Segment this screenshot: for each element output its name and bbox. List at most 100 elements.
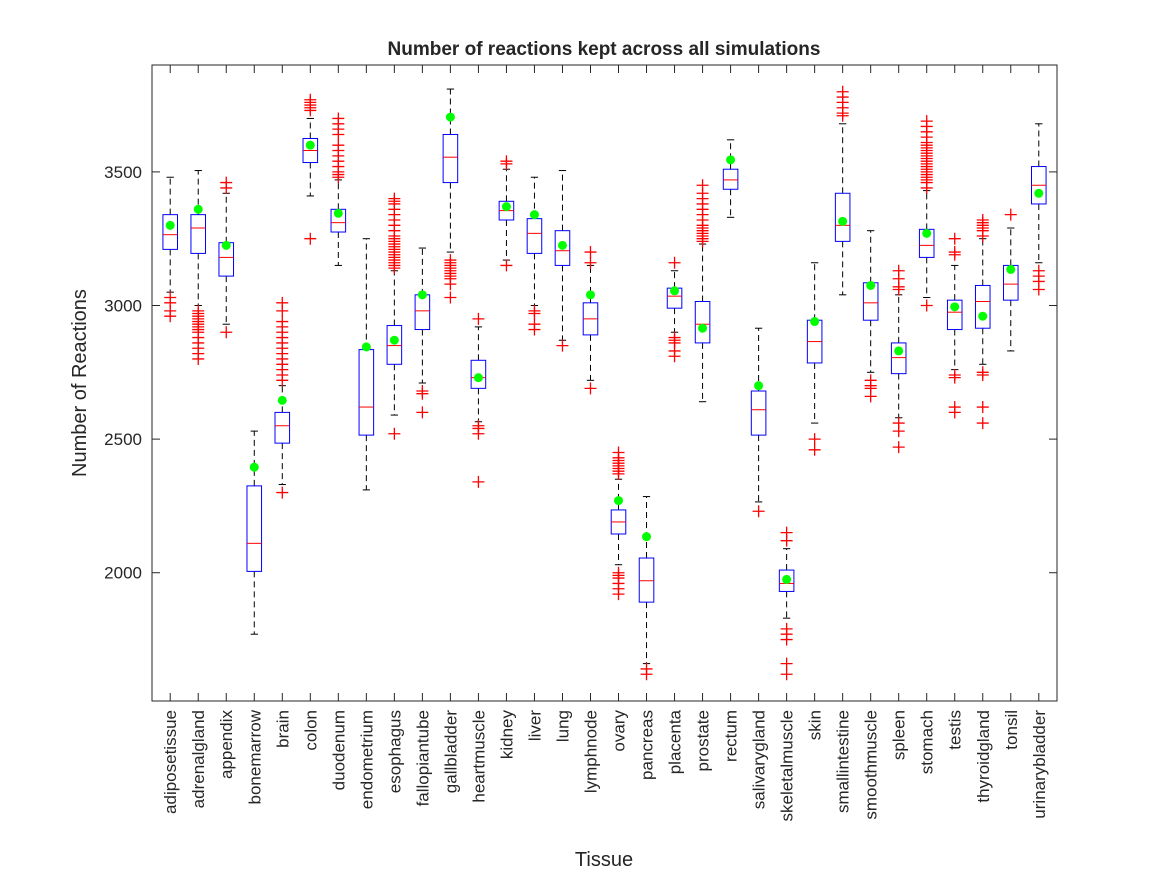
highlight-point <box>698 323 708 333</box>
outlier-marker <box>1032 283 1045 296</box>
x-category-label: placenta <box>666 709 685 774</box>
outlier-marker <box>976 368 989 381</box>
box <box>274 411 291 444</box>
x-category-label: adiposetissue <box>161 710 180 814</box>
outlier-marker <box>948 371 961 384</box>
box-group-thyroidgland <box>974 213 991 430</box>
outlier-marker <box>920 181 933 194</box>
box <box>834 192 851 242</box>
outlier-marker <box>528 323 541 336</box>
x-category-label: salivarygland <box>750 710 769 809</box>
outlier-marker <box>220 326 233 339</box>
outlier-marker <box>192 352 205 365</box>
x-category-label: ovary <box>610 710 629 752</box>
box <box>190 214 207 254</box>
outlier-marker <box>304 104 317 117</box>
highlight-point <box>585 290 595 300</box>
box-group-bonemarrow <box>246 430 263 635</box>
box-group-esophagus <box>386 192 403 440</box>
x-category-label: bonemarrow <box>245 709 264 804</box>
highlight-point <box>529 210 539 220</box>
x-category-label: lung <box>553 710 572 742</box>
outlier-marker <box>500 157 513 170</box>
outlier-marker <box>892 283 905 296</box>
highlight-point <box>473 373 483 383</box>
highlight-point <box>445 112 455 122</box>
outlier-marker <box>276 486 289 499</box>
outlier-marker <box>444 278 457 291</box>
highlight-point <box>249 462 259 472</box>
x-category-label: rectum <box>722 710 741 762</box>
highlight-point <box>361 342 371 352</box>
box-group-liver <box>526 176 543 336</box>
highlight-point <box>417 290 427 300</box>
outlier-marker <box>948 406 961 419</box>
outlier-marker <box>808 443 821 456</box>
box-group-lymphnode <box>582 246 599 395</box>
outlier-marker <box>976 417 989 430</box>
highlight-point <box>501 202 511 212</box>
x-axis: adiposetissue adrenalgland appendix bonemar… <box>161 65 1049 822</box>
box-group-duodenum <box>330 112 347 266</box>
box-group-rectum <box>722 139 739 218</box>
box <box>974 284 991 329</box>
box <box>778 569 795 592</box>
box <box>554 230 571 266</box>
highlight-point <box>642 532 652 542</box>
box-group-colon <box>302 93 319 245</box>
highlight-point <box>810 317 820 327</box>
outlier-marker <box>416 387 429 400</box>
y-tick-label: 3000 <box>104 297 142 316</box>
box-group-brain <box>274 296 291 499</box>
outlier-marker <box>948 248 961 261</box>
box <box>750 390 767 436</box>
outlier-marker <box>220 181 233 194</box>
outlier-marker <box>808 433 821 446</box>
box <box>722 168 739 190</box>
highlight-point <box>866 280 876 290</box>
box-group-stomach <box>918 115 935 312</box>
x-category-label: smoothmuscle <box>862 710 881 820</box>
outlier-marker <box>584 256 597 269</box>
x-category-label: smallintestine <box>834 710 853 813</box>
box-group-adrenalgland <box>190 170 207 365</box>
plot-area <box>162 85 1047 681</box>
y-axis: 2000 2500 3000 3500 <box>104 163 1057 583</box>
box-group-smallintestine <box>834 85 851 296</box>
x-category-label: endometrium <box>357 710 376 809</box>
outlier-marker <box>500 259 513 272</box>
x-category-label: liver <box>525 710 544 742</box>
highlight-point <box>1034 188 1044 198</box>
box-group-prostate <box>694 179 711 403</box>
x-category-label: fallopiantube <box>413 710 432 806</box>
box <box>694 300 711 344</box>
outlier-marker <box>416 406 429 419</box>
x-category-label: esophagus <box>385 710 404 793</box>
chart-title: Number of reactions kept across all simu… <box>388 39 821 60</box>
x-category-label: pancreas <box>638 710 657 780</box>
outlier-marker <box>612 467 625 480</box>
x-category-label: duodenum <box>329 710 348 790</box>
axes-frame <box>151 64 1058 702</box>
highlight-point <box>754 381 764 391</box>
outlier-marker <box>276 374 289 387</box>
outlier-marker <box>472 427 485 440</box>
y-tick-label: 2000 <box>104 564 142 583</box>
highlight-point <box>726 155 736 165</box>
outlier-marker <box>472 475 485 488</box>
outlier-marker <box>556 339 569 352</box>
highlight-point <box>333 208 343 218</box>
box-group-adiposetissue <box>162 176 178 323</box>
outlier-marker <box>752 505 765 518</box>
box-group-lung <box>554 170 571 352</box>
box <box>946 299 963 331</box>
x-category-label: thyroidgland <box>974 710 993 803</box>
highlight-point <box>1006 264 1016 274</box>
highlight-point <box>978 311 988 321</box>
box-group-skeletalmuscle <box>778 526 795 681</box>
outlier-marker <box>388 427 401 440</box>
outlier-marker <box>388 262 401 275</box>
box <box>442 133 459 184</box>
outlier-marker <box>780 534 793 547</box>
